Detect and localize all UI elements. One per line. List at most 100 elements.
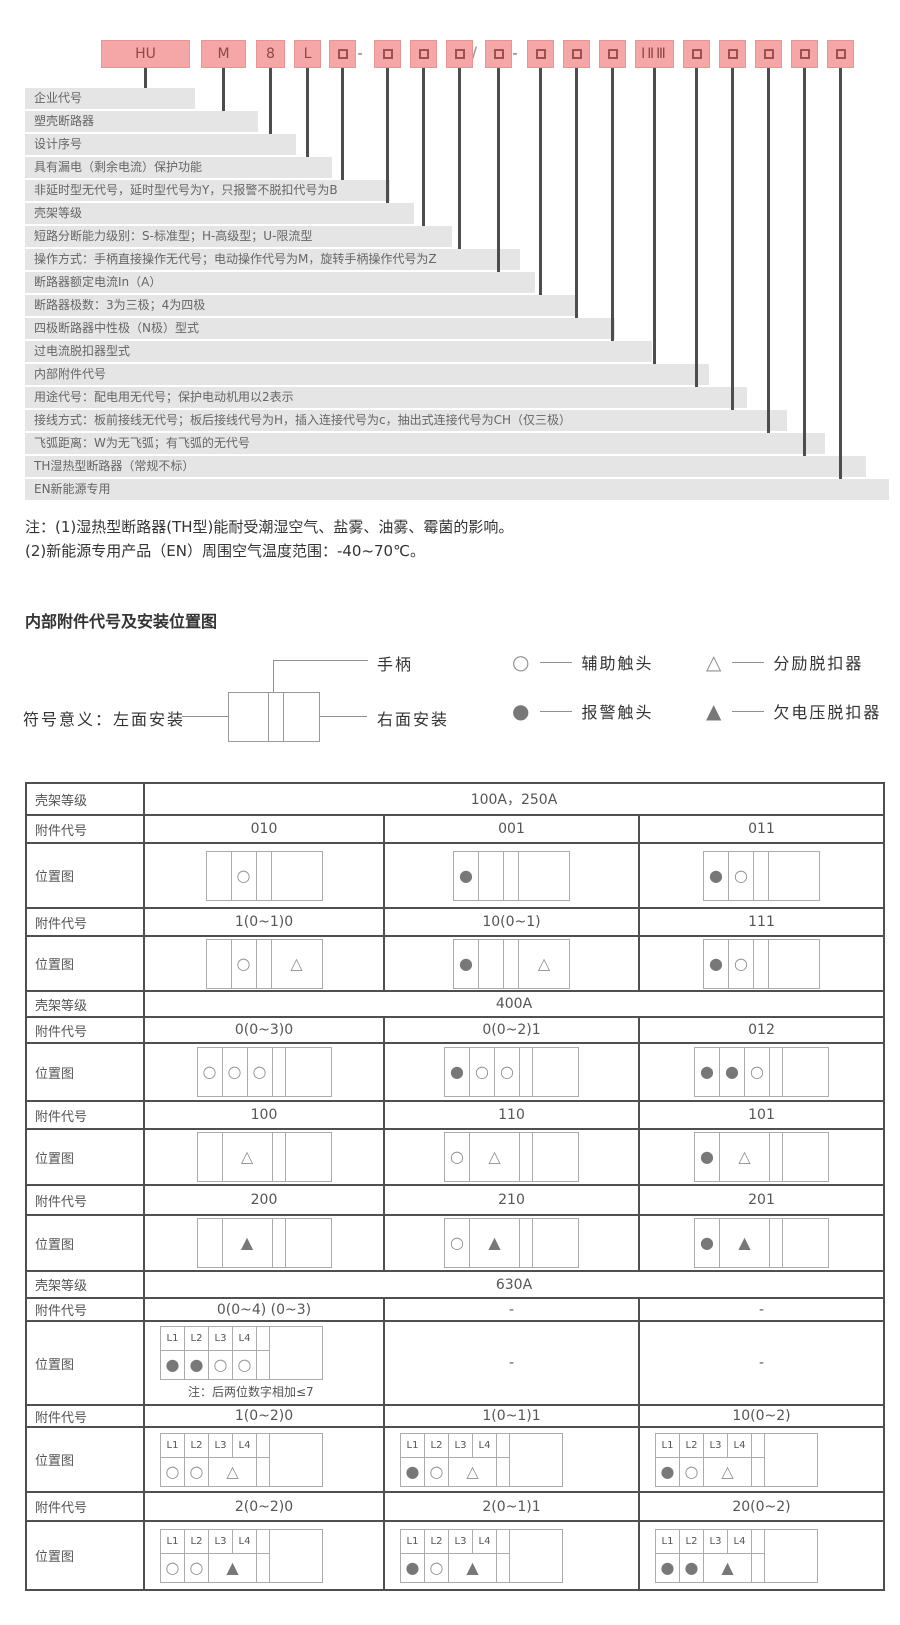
triangle-symbol: △ [738,1147,751,1166]
pole-header: L2 [425,1433,449,1457]
pole-header: L1 [401,1529,425,1553]
circle-symbol: ○ [734,865,748,885]
legend-dash [540,661,573,663]
position-diagram: ● ○ [703,850,820,901]
table-row: 附件代号 0(0~4) (0~3) - - [27,1297,883,1320]
pole-header: L3 [704,1433,728,1457]
position-diagram: △ [196,1132,332,1182]
position-diagram-cell: ● ○ ○ [385,1044,640,1100]
filled-triangle-symbol: ▲ [488,1233,501,1252]
code-separator: - [357,46,363,62]
position-diagram-cell: ● △ [385,937,640,990]
pole-header: L3 [449,1433,473,1457]
position-diagram-cell: L1 L2 L3 L4 ● ○ ▲ [385,1522,640,1589]
connector-line [458,68,461,249]
position-diagram: ▲ [196,1218,332,1268]
connector-line [611,68,614,341]
circle-symbol: ○ [237,1355,252,1374]
placeholder-square [337,49,348,59]
position-diagram: ● ▲ [694,1218,829,1268]
position-diagram-cell: L1 L2 L3 L4 ● ● ▲ [640,1522,883,1589]
table-row: 位置图 ○ ○ ○ ● ○ ○ ● ● ○ [27,1042,883,1100]
placeholder-square [727,49,738,59]
table-row: 附件代号 1(0~2)0 1(0~1)1 10(0~2) [27,1404,883,1426]
filled-circle-symbol: ● [684,1557,699,1577]
connector-line [653,68,656,364]
circle-symbol: ○ [512,650,532,674]
position-diagram: ○ [205,850,323,901]
position-diagram: L1 L2 L3 L4 ○ ○ ▲ [160,1528,323,1583]
connector-line [497,68,500,272]
connector-line [803,68,806,456]
circle-symbol: ○ [189,1557,204,1577]
position-diagram-cell: - [758,1355,765,1371]
pole-header: L2 [425,1529,449,1553]
connector-line [386,68,389,203]
accessory-code-cell: 1(0~1)1 [385,1406,640,1426]
placeholder-square [763,49,774,59]
table-row: 附件代号 200 210 201 [27,1184,883,1214]
frame-rating-cell: 400A [495,996,533,1012]
model-code-description: TH湿热型断路器（常规不标） [25,456,866,477]
legend-dash [732,661,765,663]
accessory-code-cell: 2(0~1)1 [385,1493,640,1520]
position-diagram-cell: ○ ○ ○ [145,1044,385,1100]
accessory-code-cell: 001 [385,816,640,842]
accessory-code-cell: 10(0~2) [732,1408,791,1424]
model-code-description: 壳架等级 [25,203,414,224]
connector-line [269,68,272,134]
circle-symbol: ○ [202,1062,217,1081]
triangle-symbol: △ [226,1461,239,1481]
model-code-description: 四极断路器中性极（N极）型式 [25,318,615,339]
legend-item-label: 报警触头 [581,703,654,722]
circle-symbol: ○ [227,1062,242,1081]
model-code-description: 操作方式：手柄直接操作无代号；电动操作代号为M，旋转手柄操作代号为Z [25,249,520,270]
model-code-description: 断路器额定电流In（A） [25,272,535,293]
position-diagram-cell: ● ▲ [640,1216,883,1270]
model-code-field [446,40,473,68]
left-install-line [182,716,228,717]
connector-line [341,68,344,180]
circle-symbol: ○ [450,1233,464,1252]
placeholder-square [454,49,465,59]
handle-line [273,660,368,661]
filled-circle-symbol: ● [660,1557,675,1577]
row-header-code: 附件代号 [27,1102,145,1128]
pole-header: L3 [209,1529,233,1553]
circle-symbol: ○ [252,1062,267,1081]
position-diagram: ● ● ○ [694,1047,829,1097]
position-diagram-cell: L1 L2 L3 L4 ● ○ △ [385,1428,640,1491]
row-header-position: 位置图 [27,1130,145,1184]
row-header-position: 位置图 [27,1522,145,1589]
connector-line [767,68,770,433]
table-row: 壳架等级 100A，250A [27,784,883,814]
accessory-code-cell: 0(0~4) (0~3) [145,1299,385,1320]
row-header-frame: 壳架等级 [27,992,145,1016]
row-header-code: 附件代号 [27,1299,145,1320]
placeholder-square [535,49,546,59]
pole-header: L1 [161,1327,185,1350]
circle-symbol: ○ [165,1461,180,1481]
table-row: 附件代号 2(0~2)0 2(0~1)1 20(0~2) [27,1491,883,1520]
circle-symbol: ○ [236,865,251,885]
position-diagram-cell: ○ [145,844,385,907]
connector-line [306,68,309,157]
accessory-code-cell: 1(0~2)0 [145,1406,385,1426]
pole-header: L4 [728,1433,752,1457]
position-diagram-cell: L1 L2 L3 L4 ● ● ○ ○ 注：后两位数字相加≤7 [145,1322,385,1404]
triangle-symbol: △ [466,1461,479,1481]
position-diagram: ○ ▲ [444,1218,579,1268]
model-code-field: HU [101,40,190,68]
pole-header: L4 [728,1529,752,1553]
placeholder-square [571,49,582,59]
placeholder-square [607,49,618,59]
circle-symbol: ○ [429,1557,444,1577]
pole-header: L4 [473,1529,497,1553]
position-diagram-cell: L1 L2 L3 L4 ● ○ △ [640,1428,883,1491]
position-diagram-cell: ○ △ [145,937,385,990]
model-code-description: 用途代号：配电用无代号；保护电动机用以2表示 [25,387,747,408]
model-code-description: 过电流脱扣器型式 [25,341,652,362]
position-diagram: L1 L2 L3 L4 ○ ○ △ [160,1432,323,1487]
model-code-field: ⅠⅡⅢ [635,40,674,68]
position-diagram: L1 L2 L3 L4 ● ○ △ [655,1432,818,1487]
